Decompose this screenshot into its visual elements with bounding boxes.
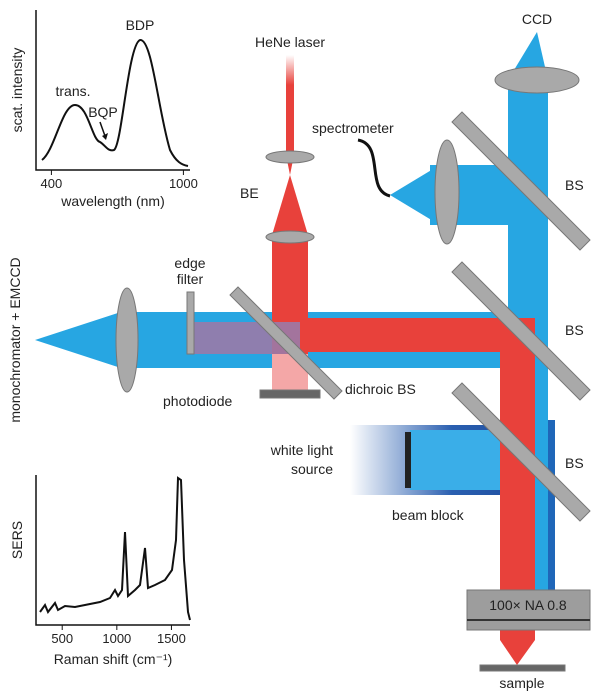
label: white light xyxy=(270,442,333,458)
label: monochromator + EMCCD xyxy=(7,257,23,422)
axis-label: SERS xyxy=(9,521,25,559)
x-tick-label: 400 xyxy=(41,176,63,191)
x-tick-label: 1000 xyxy=(169,176,198,191)
x-tick-label: 500 xyxy=(51,631,73,646)
label: 100× NA 0.8 xyxy=(489,597,567,613)
label: CCD xyxy=(522,11,552,27)
label: BS xyxy=(565,322,584,338)
label: BE xyxy=(240,185,259,201)
scattering-inset: scat. intensity wavelength (nm) trans. B… xyxy=(9,10,190,209)
annotation: BDP xyxy=(126,17,155,33)
label: filter xyxy=(177,271,204,287)
axis-label: wavelength (nm) xyxy=(60,193,165,209)
label: edge xyxy=(174,255,205,271)
x-tick-label: 1000 xyxy=(102,631,131,646)
label: BS xyxy=(565,455,584,471)
label: dichroic BS xyxy=(345,381,416,397)
optics xyxy=(115,66,591,672)
label: photodiode xyxy=(163,393,233,409)
label: sample xyxy=(499,675,544,691)
label: BS xyxy=(565,177,584,193)
x-tick-label: 1500 xyxy=(157,631,186,646)
sers-inset: SERS Raman shift (cm⁻¹) xyxy=(9,475,191,667)
label: source xyxy=(291,461,333,477)
axis-label: Raman shift (cm⁻¹) xyxy=(54,651,173,667)
labels: CCD HeNe laser spectrometer BE BS BS BS … xyxy=(7,11,584,691)
axis-label: scat. intensity xyxy=(9,48,25,133)
annotation: BQP xyxy=(88,104,118,120)
label: beam block xyxy=(392,507,465,523)
annotation: trans. xyxy=(55,83,90,99)
label: HeNe laser xyxy=(255,34,325,50)
label: spectrometer xyxy=(312,120,394,136)
